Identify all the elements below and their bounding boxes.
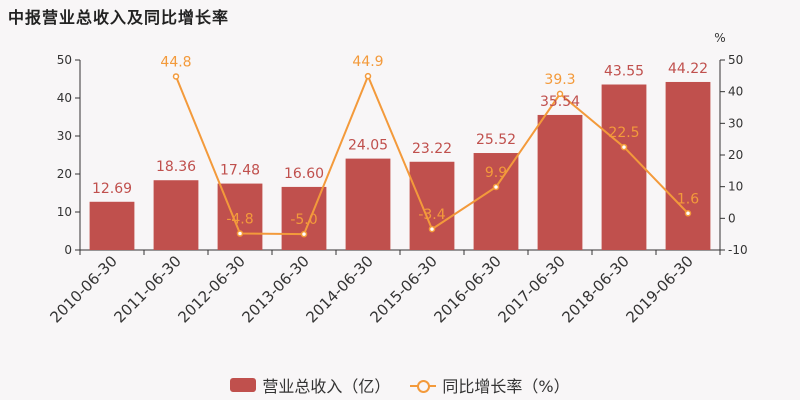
growth-point: [556, 90, 564, 98]
x-tick-label: 2015-06-30: [366, 252, 440, 326]
legend-label-revenue: 营业总收入（亿）: [262, 377, 391, 396]
bar-value-label: 25.52: [476, 132, 516, 148]
growth-value-label: 1.6: [677, 191, 699, 207]
bar-value-label: 23.22: [412, 141, 452, 157]
y-right-unit: %: [714, 31, 725, 45]
legend-line-swatch: [410, 378, 437, 393]
legend: 营业总收入（亿） 同比增长率（%）: [0, 373, 800, 397]
bar-value-label: 18.36: [156, 159, 196, 175]
y-right-tick-label: 40: [728, 85, 743, 99]
bar: [665, 81, 711, 251]
y-left-tick-label: 20: [57, 167, 72, 181]
bar-value-label: 12.69: [92, 181, 132, 197]
y-left-tick-label: 40: [57, 91, 72, 105]
x-tick-label: 2014-06-30: [302, 252, 376, 326]
bar-value-label: 43.55: [604, 64, 644, 80]
y-right-tick-label: 0: [728, 211, 736, 225]
growth-value-label: 9.9: [485, 165, 507, 181]
y-left-tick-label: 0: [64, 243, 72, 257]
x-tick-label: 2019-06-30: [622, 252, 696, 326]
bar-value-label: 44.22: [668, 61, 708, 77]
x-tick-label: 2011-06-30: [110, 252, 184, 326]
bar: [89, 201, 135, 250]
x-tick-label: 2013-06-30: [238, 252, 312, 326]
y-left-tick-label: 50: [57, 53, 72, 67]
growth-value-label: 22.5: [608, 125, 639, 141]
x-tick-label: 2010-06-30: [46, 252, 120, 326]
growth-value-label: -5.0: [290, 212, 317, 228]
growth-point: [428, 225, 436, 233]
y-right-tick-label: 30: [728, 116, 743, 130]
x-tick-label: 2012-06-30: [174, 252, 248, 326]
growth-value-label: 44.9: [352, 54, 383, 70]
bar-value-label: 16.60: [284, 166, 324, 182]
bar-value-label: 35.54: [540, 94, 580, 110]
chart: 0 10 20 30 40 50 -10 0 10 20 30 40 50% 2010-06-302011…: [46, 31, 748, 326]
bar: [409, 161, 455, 250]
bar-value-label: 24.05: [348, 138, 388, 154]
growth-point: [620, 143, 628, 151]
legend-bar-swatch: [230, 378, 257, 392]
growth-point: [300, 230, 308, 238]
growth-value-label: 39.3: [544, 72, 575, 88]
x-tick-label: 2017-06-30: [494, 252, 568, 326]
bar: [473, 153, 519, 250]
y-right-tick-label: -10: [728, 243, 748, 257]
bar: [345, 158, 391, 250]
legend-item-growth[interactable]: 同比增长率（%）: [410, 373, 570, 397]
x-tick-label: 2018-06-30: [558, 252, 632, 326]
bar: [153, 180, 199, 250]
bar-value-label: 17.48: [220, 163, 260, 179]
y-left-tick-label: 10: [57, 205, 72, 219]
growth-point: [172, 73, 180, 80]
chart-title: 中报营业总收入及同比增长率: [8, 8, 230, 27]
legend-item-revenue[interactable]: 营业总收入（亿）: [230, 373, 390, 397]
growth-value-label: -3.4: [418, 207, 445, 223]
y-right-tick-label: 50: [728, 53, 743, 67]
legend-label-growth: 同比增长率（%）: [442, 377, 570, 396]
growth-point: [492, 183, 500, 191]
growth-value-label: -4.8: [226, 212, 253, 228]
bar: [537, 114, 583, 250]
growth-point: [236, 230, 244, 237]
y-right-tick-label: 20: [728, 148, 743, 162]
x-tick-label: 2016-06-30: [430, 252, 504, 326]
growth-point: [684, 210, 692, 217]
growth-value-label: 44.8: [160, 54, 191, 70]
y-right-tick-label: 10: [728, 180, 743, 194]
growth-point: [364, 72, 372, 80]
bar: [601, 84, 647, 250]
y-left-tick-label: 30: [57, 129, 72, 143]
